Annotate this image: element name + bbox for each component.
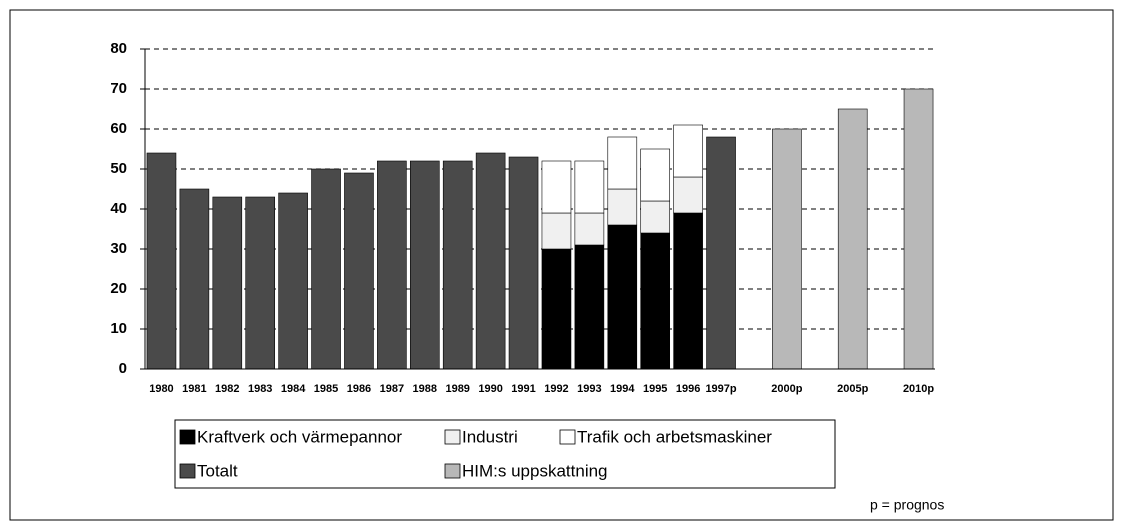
frame xyxy=(9,9,1114,521)
bar xyxy=(541,160,572,214)
bar xyxy=(245,196,276,370)
bar xyxy=(772,128,802,370)
x-tick-label: 1987 xyxy=(380,383,404,395)
x-tick-label: 1994 xyxy=(610,383,635,395)
y-tick-label: 60 xyxy=(110,120,127,137)
bar xyxy=(640,200,671,234)
bar xyxy=(706,136,736,370)
legend-box xyxy=(174,419,836,489)
x-tick-label: 2000p xyxy=(771,383,802,395)
x-tick-label: 1997p xyxy=(705,383,736,395)
bar xyxy=(607,136,638,190)
legend-swatch xyxy=(179,429,196,445)
bar xyxy=(541,248,572,370)
bar xyxy=(179,188,210,370)
legend-label: HIM:s uppskattning xyxy=(462,461,608,480)
x-tick-label: 1988 xyxy=(413,383,437,395)
x-tick-label: 1980 xyxy=(149,383,173,395)
legend-swatch xyxy=(179,463,196,479)
bar xyxy=(344,172,374,370)
bar xyxy=(574,212,605,246)
bar xyxy=(673,124,703,178)
x-tick-label: 1991 xyxy=(511,383,535,395)
bar xyxy=(673,212,703,370)
bar xyxy=(409,160,440,370)
bar xyxy=(212,196,243,370)
legend-label: Trafik och arbetsmaskiner xyxy=(577,427,772,446)
x-tick-label: 1981 xyxy=(182,383,206,395)
bar xyxy=(640,148,671,202)
legend-label: Industri xyxy=(462,427,518,446)
bar xyxy=(311,168,341,370)
bar xyxy=(607,188,638,226)
x-tick-label: 1986 xyxy=(347,383,371,395)
bar xyxy=(673,176,703,214)
x-tick-label: 1983 xyxy=(248,383,272,395)
legend-swatch xyxy=(559,429,576,445)
bar xyxy=(541,212,572,250)
x-tick-label: 1992 xyxy=(544,383,568,395)
y-tick-label: 40 xyxy=(110,200,127,217)
bar xyxy=(607,224,638,370)
x-tick-label: 1993 xyxy=(577,383,601,395)
bar xyxy=(903,88,934,370)
bar xyxy=(475,152,506,370)
y-tick-label: 30 xyxy=(110,240,127,257)
bar xyxy=(146,152,177,370)
bar xyxy=(640,232,671,370)
y-tick-label: 50 xyxy=(110,160,127,177)
x-tick-label: 1989 xyxy=(445,383,469,395)
x-tick-label: 2010p xyxy=(903,383,934,395)
x-tick-label: 1985 xyxy=(314,383,338,395)
x-tick-label: 1990 xyxy=(478,383,502,395)
x-tick-label: 1996 xyxy=(676,383,700,395)
x-tick-label: 1982 xyxy=(215,383,239,395)
bar xyxy=(278,192,308,370)
y-tick-label: 10 xyxy=(110,320,127,337)
bar xyxy=(574,244,605,370)
y-tick-label: 70 xyxy=(110,80,127,97)
x-tick-label: 1995 xyxy=(643,383,667,395)
legend-label: Kraftverk och värmepannor xyxy=(197,427,402,446)
annotation: p = prognos xyxy=(870,497,944,513)
legend-swatch xyxy=(444,429,461,445)
bar xyxy=(837,108,868,370)
legend-swatch xyxy=(444,463,461,479)
bar xyxy=(508,156,539,370)
x-tick-label: 1984 xyxy=(281,383,306,395)
bar xyxy=(377,160,407,370)
bar xyxy=(574,160,605,214)
bar xyxy=(442,160,473,370)
legend-label: Totalt xyxy=(197,461,238,480)
y-tick-label: 20 xyxy=(110,280,127,297)
y-tick-label: 0 xyxy=(119,360,127,377)
y-tick-label: 80 xyxy=(110,40,127,57)
x-tick-label: 2005p xyxy=(837,383,868,395)
